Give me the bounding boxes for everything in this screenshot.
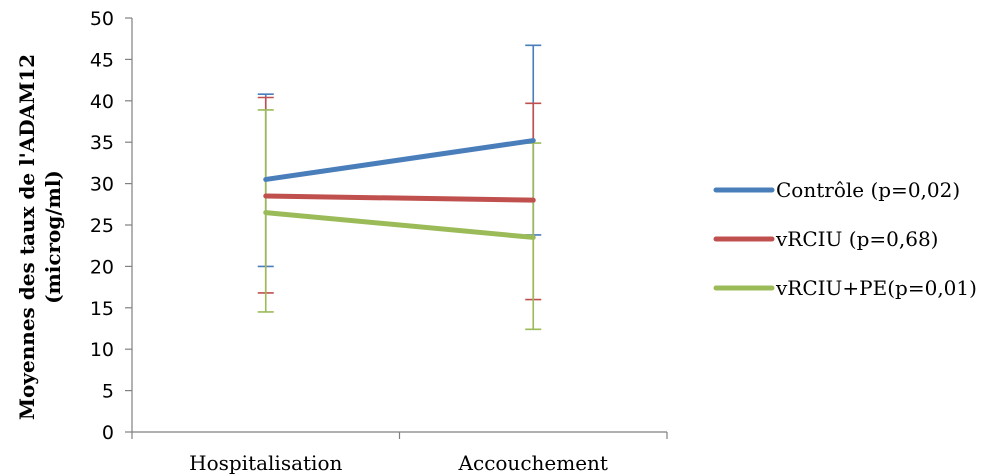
x-category-label: Hospitalisation [189, 451, 342, 475]
series-lines [263, 138, 536, 240]
y-tick-label: 0 [102, 422, 114, 444]
y-tick-label: 15 [90, 298, 114, 320]
y-tick-label: 40 [90, 91, 114, 113]
legend: Contrôle (p=0,02) vRCIU (p=0,68) vRCIU+PE(… [713, 178, 977, 300]
legend-label: vRCIU (p=0,68) [775, 227, 938, 251]
y-tick-label: 35 [90, 132, 114, 154]
y-axis-title-line-1: Moyennes des taux de l'ADAM12 [15, 54, 39, 420]
y-axis-title: Moyennes des taux de l'ADAM12 (microg/ml… [15, 54, 65, 420]
series-line [263, 193, 536, 203]
axes [125, 17, 668, 439]
y-tick-label: 10 [90, 339, 114, 361]
y-tick-labels: 0 5 10 15 20 25 30 35 40 45 50 [90, 8, 114, 444]
legend-label: Contrôle (p=0,02) [776, 178, 960, 202]
series-line [263, 210, 536, 240]
y-tick-label: 50 [90, 8, 114, 30]
y-tick-label: 45 [90, 49, 114, 71]
y-tick-label: 5 [102, 381, 114, 403]
x-category-label: Accouchement [458, 451, 608, 475]
y-axis-title-line-2: (microg/ml) [41, 170, 65, 304]
x-category-labels: Hospitalisation Accouchement [189, 451, 608, 475]
y-tick-label: 20 [90, 256, 114, 278]
y-tick-label: 30 [90, 174, 114, 196]
series-line [263, 138, 536, 182]
error-bars [257, 44, 542, 331]
y-tick-label: 25 [90, 215, 114, 237]
legend-label: vRCIU+PE(p=0,01) [775, 276, 977, 300]
